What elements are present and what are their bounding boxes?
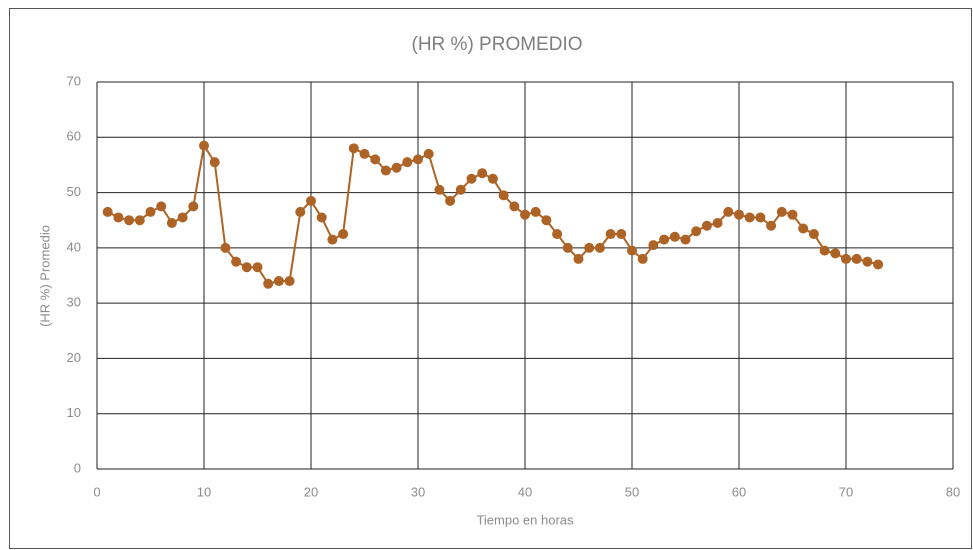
- data-point: [808, 229, 819, 240]
- data-point: [413, 154, 423, 165]
- data-point: [669, 231, 680, 242]
- data-point: [209, 157, 220, 168]
- data-point: [637, 253, 648, 264]
- data-point: [199, 140, 209, 151]
- data-point: [562, 242, 573, 253]
- x-tick-label: 80: [946, 484, 960, 499]
- data-point: [252, 262, 263, 273]
- data-point: [134, 215, 145, 226]
- data-point: [295, 206, 306, 217]
- data-point: [498, 190, 509, 201]
- data-point: [594, 242, 605, 253]
- chart-title: (HR %) PROMEDIO: [412, 34, 583, 55]
- data-point: [284, 276, 295, 287]
- x-tick-label: 50: [625, 484, 639, 499]
- data-point: [541, 215, 552, 226]
- data-point: [744, 212, 755, 223]
- data-point: [573, 253, 584, 264]
- data-point: [530, 206, 541, 217]
- x-tick-label: 40: [518, 484, 532, 499]
- data-point: [648, 240, 659, 251]
- data-point: [445, 195, 456, 206]
- data-point: [873, 259, 884, 270]
- y-axis-label: (HR %) Promedio: [37, 225, 52, 327]
- data-point: [841, 253, 851, 264]
- data-point: [851, 253, 862, 264]
- data-point: [231, 256, 242, 267]
- data-point: [659, 234, 670, 245]
- data-point: [701, 220, 712, 231]
- data-point: [787, 209, 798, 220]
- y-tick-label: 10: [67, 405, 81, 420]
- data-point: [423, 148, 434, 159]
- data-point: [380, 165, 391, 176]
- data-point: [306, 195, 316, 206]
- data-point: [113, 212, 124, 223]
- y-tick-label: 20: [67, 350, 81, 365]
- data-point: [434, 184, 445, 195]
- data-point: [691, 226, 702, 237]
- data-point: [370, 154, 381, 165]
- data-point: [402, 157, 413, 168]
- data-point: [359, 148, 370, 159]
- y-tick-label: 70: [67, 73, 81, 88]
- y-tick-label: 40: [67, 239, 81, 254]
- data-point: [862, 256, 873, 267]
- data-point: [819, 245, 830, 256]
- data-point: [177, 212, 188, 223]
- data-point: [755, 212, 766, 223]
- data-point: [712, 217, 723, 228]
- data-point: [241, 262, 252, 273]
- data-point: [830, 248, 841, 259]
- x-tick-label: 30: [411, 484, 425, 499]
- data-point: [487, 173, 498, 184]
- data-point: [102, 206, 113, 217]
- x-axis-label: Tiempo en horas: [476, 512, 574, 527]
- chart-border: [9, 8, 972, 549]
- data-point: [220, 242, 231, 253]
- data-point: [348, 143, 359, 154]
- x-tick-label: 0: [93, 484, 100, 499]
- data-point: [520, 209, 530, 220]
- data-point: [455, 184, 466, 195]
- data-point: [776, 206, 787, 217]
- y-tick-label: 30: [67, 295, 81, 310]
- data-point: [145, 206, 156, 217]
- y-tick-label: 50: [67, 184, 81, 199]
- data-point: [316, 212, 327, 223]
- data-point: [263, 278, 274, 289]
- x-tick-label: 20: [304, 484, 318, 499]
- data-point: [124, 215, 135, 226]
- y-tick-label: 0: [74, 460, 81, 475]
- data-point: [391, 162, 402, 173]
- data-point: [605, 229, 616, 240]
- data-point: [723, 206, 734, 217]
- x-tick-label: 60: [732, 484, 746, 499]
- x-tick-label: 10: [197, 484, 211, 499]
- data-point: [627, 245, 637, 256]
- data-point: [584, 242, 595, 253]
- data-point: [477, 168, 488, 179]
- x-tick-label: 70: [839, 484, 853, 499]
- data-point: [766, 220, 777, 231]
- data-point: [509, 201, 520, 212]
- data-point: [338, 229, 349, 240]
- data-point: [552, 229, 563, 240]
- data-point: [273, 276, 284, 287]
- data-point: [188, 201, 199, 212]
- data-point: [327, 234, 338, 245]
- data-point: [798, 223, 809, 234]
- data-point: [680, 234, 691, 245]
- data-point: [734, 209, 744, 220]
- data-point: [166, 217, 177, 228]
- data-point: [616, 229, 627, 240]
- data-point: [466, 173, 477, 184]
- data-point: [156, 201, 167, 212]
- y-tick-label: 60: [67, 129, 81, 144]
